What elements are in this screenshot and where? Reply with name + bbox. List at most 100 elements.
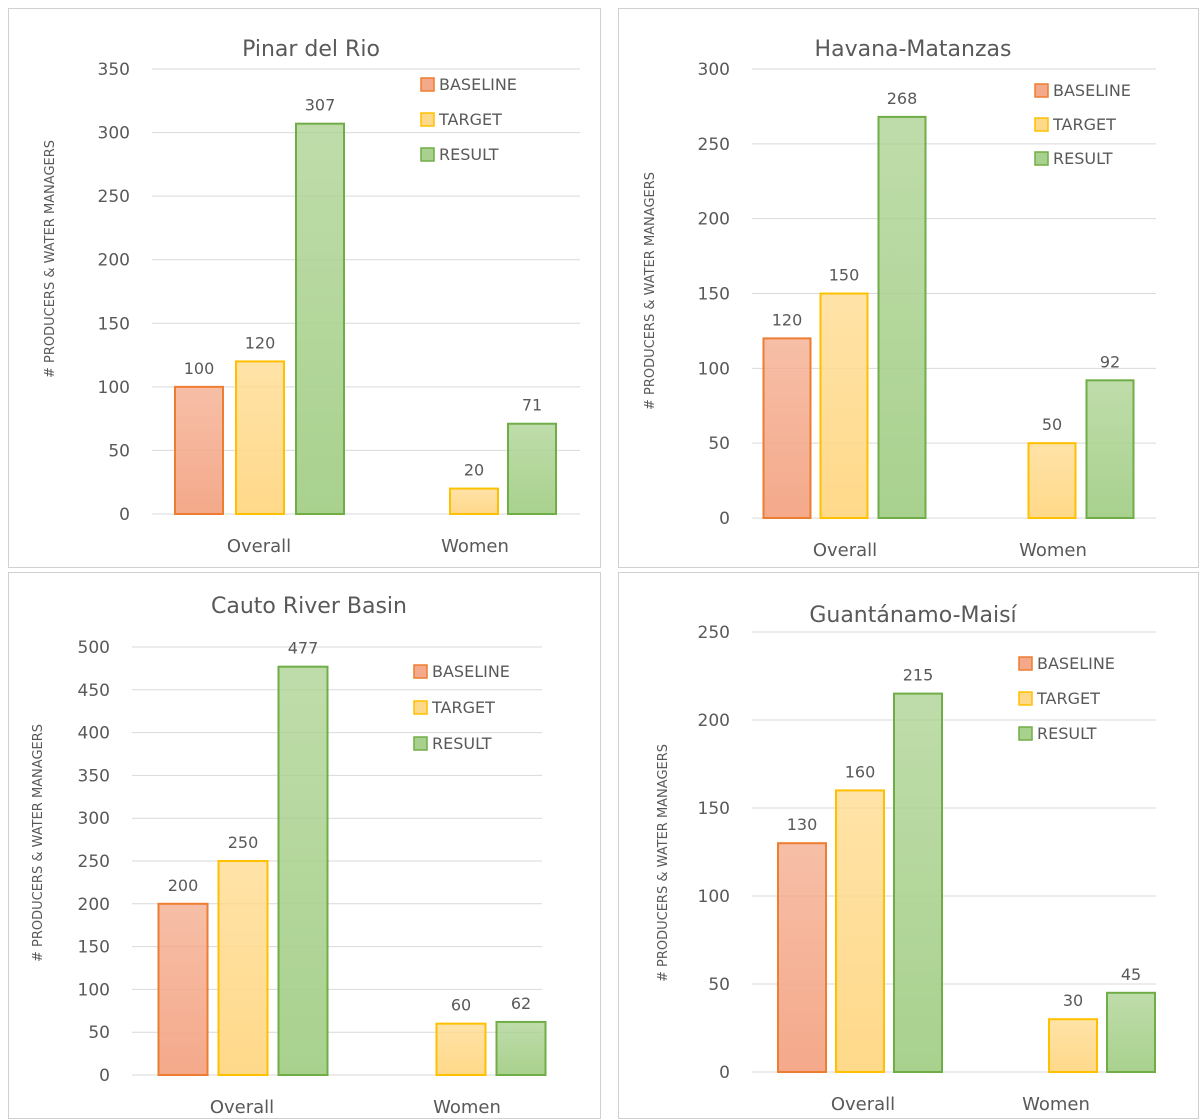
chart-title: Guantánamo-Maisí [809,603,1017,628]
data-label-baseline-overall: 200 [168,876,199,895]
x-category-label: Overall [831,1094,895,1115]
data-label-baseline-overall: 100 [184,359,215,378]
y-tick-label: 250 [698,623,730,643]
bar-chart-havana-matanzas: Havana-Matanzas 0 50 100 150 200 250 300 # PRODU… [643,37,1156,561]
bar-result-overall [295,122,345,516]
chart-title: Havana-Matanzas [815,37,1012,62]
x-category-label: Women [433,1097,501,1118]
data-label-result-women: 71 [522,396,542,415]
bar-target-overall [235,360,285,515]
y-tick-label: 450 [78,681,110,701]
y-tick-label: 350 [98,60,130,80]
y-tick-label: 150 [698,285,730,305]
chart-panel-pinar-del-rio: Pinar del Rio 0 50 100 150 200 250 300 350 # PROD… [8,8,601,568]
legend-swatch-baseline [413,664,428,679]
data-label-target-women: 30 [1063,991,1083,1010]
y-tick-label: 150 [698,799,730,819]
bar-chart-cauto-river-basin: Cauto River Basin 0 50 100 150 200 250 300 350 40… [31,594,547,1118]
y-tick-label: 300 [98,124,130,144]
legend-label-target: TARGET [1052,115,1116,134]
bar-result-women [1085,379,1135,519]
y-axis-title: # PRODUCERS & WATER MANAGERS [43,140,58,378]
bar-target-women [1027,442,1077,519]
legend-label-target: TARGET [438,110,502,129]
y-tick-label: 150 [78,938,110,958]
bar-baseline-overall [174,385,224,516]
legend-swatch-result [420,147,435,162]
data-label-result-women: 62 [511,994,531,1013]
bar-result-overall [877,115,927,519]
bar-target-overall [819,292,869,519]
chart-title: Pinar del Rio [242,37,380,62]
chart-panel-cauto-river-basin: Cauto River Basin 0 50 100 150 200 250 300 350 40… [8,572,601,1119]
legend-swatch-result [1034,151,1049,166]
bar-target-overall [835,789,885,1073]
data-label-target-women: 50 [1042,415,1062,434]
legend-swatch-target [413,700,428,715]
legend-label-target: TARGET [1036,689,1100,708]
y-tick-label: 100 [698,887,730,907]
data-label-baseline-overall: 120 [772,310,803,329]
legend-swatch-result [413,736,428,751]
x-category-label: Women [1019,540,1087,561]
y-tick-label: 200 [698,711,730,731]
data-label-result-women: 92 [1100,352,1120,371]
data-label-target-overall: 250 [228,833,259,852]
data-label-target-overall: 150 [829,266,860,285]
bar-target-women [449,487,499,516]
legend-label-result: RESULT [439,145,499,164]
chart-panel-guantanamo-maisi: Guantánamo-Maisí 0 50 100 150 200 250 # PRODUCE… [618,572,1199,1119]
bar-baseline-overall [777,842,827,1074]
y-tick-label: 50 [108,441,130,461]
legend-swatch-result [1018,726,1033,741]
data-label-target-women: 20 [464,461,484,480]
y-tick-label: 100 [698,359,730,379]
y-tick-label: 400 [78,724,110,744]
legend-label-baseline: BASELINE [1037,654,1115,673]
y-tick-label: 0 [119,505,130,525]
bar-baseline-overall [157,902,209,1076]
legend-label-baseline: BASELINE [432,662,510,681]
bar-target-women [435,1022,487,1077]
legend-label-result: RESULT [1037,724,1097,743]
y-axis-title: # PRODUCERS & WATER MANAGERS [643,172,658,410]
legend-swatch-target [1034,117,1049,132]
bar-chart-pinar-del-rio: Pinar del Rio 0 50 100 150 200 250 300 350 # PROD… [43,37,580,557]
chart-title: Cauto River Basin [211,594,407,619]
legend-label-baseline: BASELINE [439,75,517,94]
bar-result-women [1106,991,1156,1073]
data-label-target-overall: 120 [245,333,276,352]
x-category-label: Women [441,536,509,557]
data-label-result-overall: 307 [305,96,336,115]
y-tick-label: 100 [78,980,110,1000]
bar-result-overall [277,665,329,1077]
y-tick-label: 250 [78,852,110,872]
y-tick-label: 250 [698,135,730,155]
legend-swatch-baseline [1018,656,1033,671]
bar-result-women [507,422,557,516]
data-label-target-women: 60 [451,996,471,1015]
y-tick-label: 200 [98,251,130,271]
x-category-label: Overall [227,536,291,557]
y-tick-label: 200 [698,210,730,230]
y-tick-label: 500 [78,638,110,658]
bar-chart-guantanamo-maisi: Guantánamo-Maisí 0 50 100 150 200 250 # PRODUCE… [656,603,1156,1115]
data-label-result-overall: 477 [288,639,319,658]
bar-target-overall [217,860,269,1076]
y-tick-label: 200 [78,895,110,915]
y-tick-label: 0 [99,1066,110,1086]
y-tick-label: 50 [88,1023,110,1043]
y-tick-label: 100 [98,378,130,398]
data-label-result-overall: 268 [887,89,918,108]
legend-swatch-target [1018,691,1033,706]
y-tick-label: 0 [719,1063,730,1083]
bar-result-overall [893,692,943,1073]
y-tick-label: 300 [698,60,730,80]
y-tick-label: 300 [78,809,110,829]
legend-label-target: TARGET [431,698,495,717]
y-tick-label: 350 [78,766,110,786]
data-label-target-overall: 160 [845,762,876,781]
legend-label-baseline: BASELINE [1053,81,1131,100]
x-category-label: Overall [210,1097,274,1118]
bar-baseline-overall [762,337,812,519]
